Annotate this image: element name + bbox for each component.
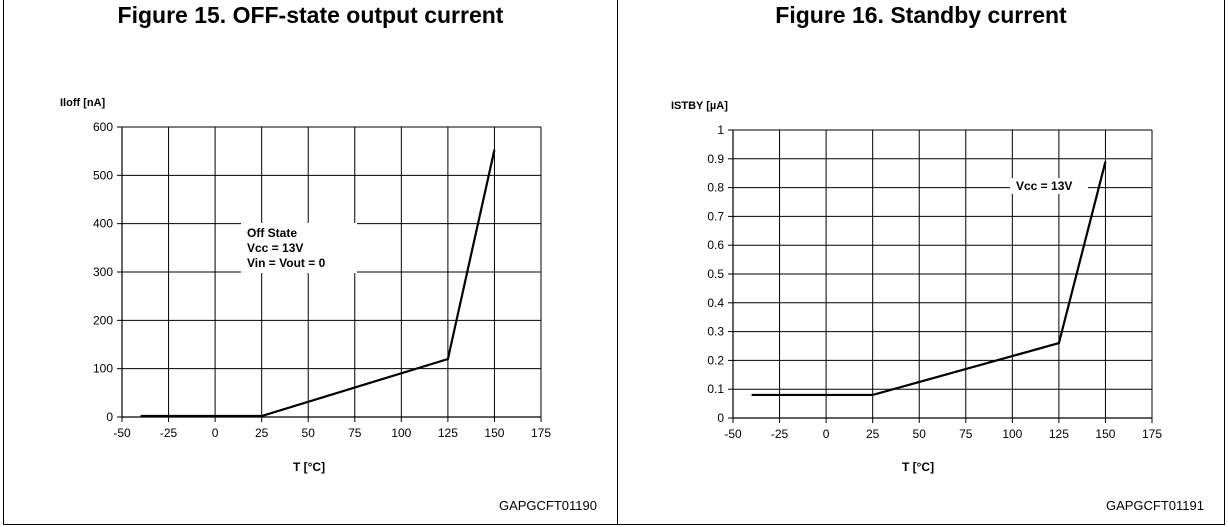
x-tick-label: 50: [913, 427, 927, 441]
x-tick-label: 0: [212, 426, 219, 440]
x-tick-label: 150: [484, 426, 504, 440]
series-line: [751, 161, 1107, 397]
y-tick-label: 500: [93, 168, 113, 182]
x-tick-label: 0: [823, 427, 830, 441]
annotation-text: Off State: [247, 226, 297, 240]
x-tick-label: 125: [438, 426, 458, 440]
y-tick-label: 0.1: [707, 382, 724, 396]
figure-16-code: GAPGCFT01191: [1105, 498, 1204, 513]
figure-16-panel: Figure 16. Standby current 0 0.1 0.2 0.3 0.4…: [618, 0, 1224, 525]
x-tick-label: -50: [724, 427, 742, 441]
figure-15-code: GAPGCFT01190: [498, 498, 597, 513]
x-axis-label: T [°C]: [902, 460, 934, 474]
x-tick-label: 100: [391, 426, 411, 440]
x-tick-label: 50: [302, 426, 316, 440]
y-tick-label: 300: [93, 265, 113, 279]
annotation-text: Vin = Vout = 0: [247, 256, 326, 270]
annotation-text: Vcc = 13V: [247, 241, 303, 255]
y-tick-label: 0.3: [707, 325, 724, 339]
figure-15-title: Figure 15. OFF-state output current: [117, 2, 504, 28]
x-tick-label: 175: [531, 426, 551, 440]
x-tick-label: -25: [771, 427, 789, 441]
x-tick-label: 100: [1002, 427, 1022, 441]
x-tick-label: -25: [160, 426, 178, 440]
figure-frame: [3, 0, 1225, 525]
x-tick-label: 25: [866, 427, 880, 441]
y-tick-label: 0: [717, 411, 724, 425]
figure-15-panel: Figure 15. OFF-state output current 0 100…: [4, 0, 617, 525]
x-tick-label: -50: [113, 426, 131, 440]
annotation-box: [241, 223, 357, 273]
y-tick-label: 400: [93, 217, 113, 231]
x-tick-label: 75: [348, 426, 362, 440]
y-tick-label: 0.9: [707, 152, 724, 166]
y-tick-label: 1: [717, 123, 724, 137]
x-tick-label: 75: [959, 427, 973, 441]
y-tick-label: 200: [93, 313, 113, 327]
figure-15-chart: 0 100 200 300 400 500 600 -50 -25 0 25 50 75 100 125 15…: [60, 97, 551, 474]
x-axis-label: T [°C]: [293, 460, 325, 474]
figure-16-chart: 0 0.1 0.2 0.3 0.4 0.5 0.6 0.7 0.8 0.9 1 -50 -25 0 25 50…: [671, 100, 1162, 474]
y-tick-label: 0: [106, 410, 113, 424]
annotation-text: Vcc = 13V: [1016, 179, 1072, 193]
figure-16-title: Figure 16. Standby current: [775, 2, 1067, 28]
y-axis-label: Iloff [nA]: [60, 97, 106, 109]
y-tick-label: 0.6: [707, 238, 724, 252]
y-tick-label: 100: [93, 362, 113, 376]
x-tick-label: 125: [1049, 427, 1069, 441]
y-tick-label: 0.2: [707, 353, 724, 367]
y-tick-label: 0.7: [707, 209, 724, 223]
panel-divider: [617, 0, 618, 525]
y-axis-label: ISTBY [µA]: [671, 100, 728, 112]
y-tick-label: 600: [93, 120, 113, 134]
x-tick-label: 150: [1095, 427, 1115, 441]
y-tick-label: 0.5: [707, 267, 724, 281]
y-tick-label: 0.4: [707, 296, 724, 310]
annotation-box: [1010, 178, 1088, 194]
y-tick-label: 0.8: [707, 181, 724, 195]
x-tick-label: 175: [1142, 427, 1162, 441]
x-tick-label: 25: [255, 426, 269, 440]
series-line: [140, 149, 496, 418]
